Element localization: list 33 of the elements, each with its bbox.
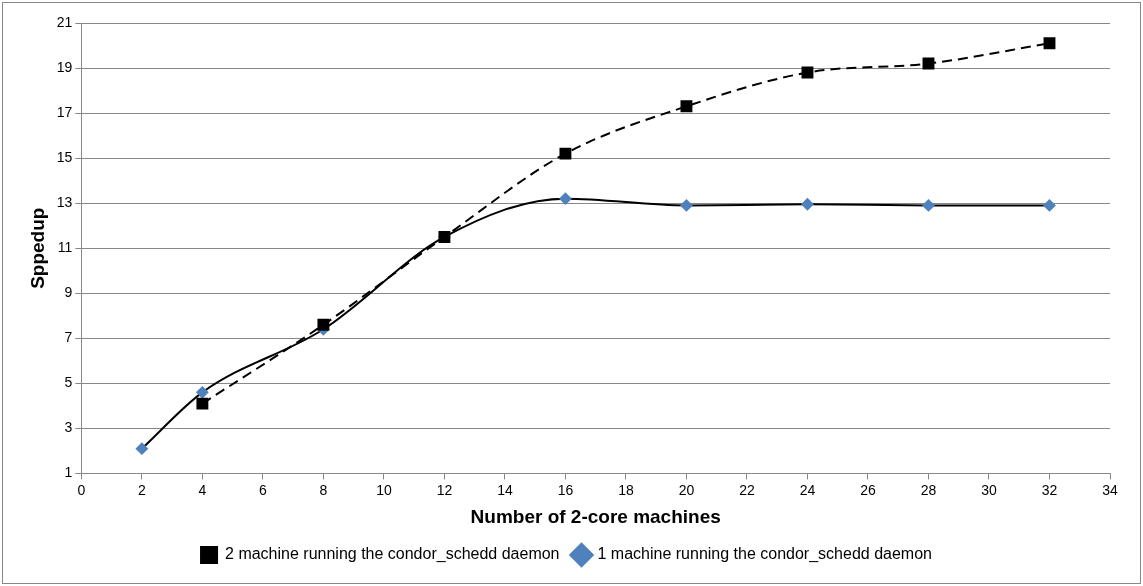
legend-label: 2 machine running the condor_schedd daemon xyxy=(225,545,560,564)
x-tick-label: 34 xyxy=(1102,481,1118,498)
y-tick-label: 17 xyxy=(56,103,73,120)
x-tick-label: 4 xyxy=(198,481,207,498)
x-tick-label: 6 xyxy=(259,481,267,498)
x-tick-label: 22 xyxy=(739,481,755,498)
x-tick-label: 28 xyxy=(920,481,937,498)
y-tick-label: 3 xyxy=(64,419,73,436)
y-tick-label: 7 xyxy=(64,329,73,346)
y-tick-label: 11 xyxy=(57,239,73,256)
x-tick-label: 24 xyxy=(799,481,816,498)
y-tick-label: 5 xyxy=(64,374,73,391)
x-tick-label: 16 xyxy=(557,481,574,498)
x-tick-label: 30 xyxy=(981,481,997,498)
x-tick-label: 10 xyxy=(376,481,392,498)
x-tick-label: 2 xyxy=(137,481,146,498)
legend-label: 1 machine running the condor_schedd daemon xyxy=(597,545,932,564)
x-tick-label: 8 xyxy=(319,481,328,498)
x-axis-title: Number of 2-core machines xyxy=(470,505,721,527)
y-tick-label: 9 xyxy=(64,284,73,301)
y-tick-label: 21 xyxy=(56,13,73,30)
x-tick-label: 0 xyxy=(77,481,86,498)
x-tick-label: 32 xyxy=(1041,481,1058,498)
x-tick-label: 14 xyxy=(497,481,513,498)
x-tick-label: 20 xyxy=(678,481,695,498)
y-tick-label: 15 xyxy=(56,148,73,165)
x-tick-label: 26 xyxy=(860,481,876,498)
y-tick-label: 19 xyxy=(56,58,73,75)
x-tick-label: 18 xyxy=(618,481,634,498)
y-axis-title: Sppedup xyxy=(26,207,48,289)
y-tick-label: 1 xyxy=(64,464,73,481)
x-tick-label: 12 xyxy=(436,481,453,498)
y-tick-label: 13 xyxy=(56,194,73,211)
